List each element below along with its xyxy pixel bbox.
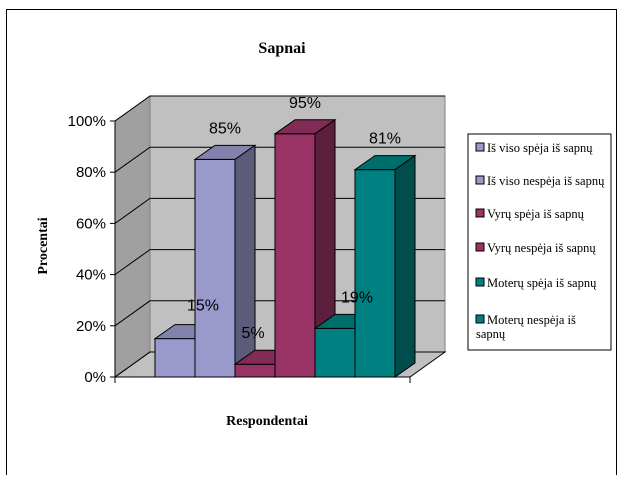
y-tick-label: 40%: [76, 267, 106, 284]
bar-front: [154, 338, 196, 378]
legend-swatch: [475, 242, 485, 252]
legend-label-cont: sapnų: [476, 327, 506, 341]
gridline: [114, 197, 445, 224]
data-label: 19%: [341, 289, 373, 306]
gridline: [114, 249, 445, 276]
bar-front: [234, 363, 276, 378]
y-tick-label: 100%: [68, 113, 106, 130]
bar: [353, 154, 417, 378]
legend-swatch: [475, 208, 485, 218]
bar-front: [314, 327, 356, 378]
bar-front: [274, 133, 316, 378]
bar-front: [354, 169, 396, 378]
bar-side: [234, 144, 256, 378]
bar: [273, 118, 337, 378]
legend-swatch: [475, 142, 485, 152]
gridline: [114, 146, 445, 173]
data-label: 5%: [241, 325, 264, 342]
gridline: [114, 300, 445, 327]
gridline: [114, 95, 445, 122]
y-axis-label: Procentai: [36, 217, 51, 274]
legend-box: [467, 133, 612, 351]
data-label: 81%: [369, 131, 401, 148]
y-tick-label: 0%: [84, 369, 106, 386]
data-label: 85%: [209, 120, 241, 137]
y-axis-ticks: 0% 20% 40% 60% 80% 100%: [68, 113, 116, 386]
data-label: 95%: [289, 95, 321, 112]
legend: Iš viso spėja iš sapnų Iš viso nespėja iš…: [467, 133, 612, 351]
chart-frame: [6, 9, 617, 475]
legend-label: Iš viso spėja iš sapnų: [487, 141, 593, 155]
side-wall: [114, 95, 151, 378]
y-tick-label: 20%: [76, 318, 106, 335]
legend-label: Vyrų nespėja iš sapnų: [487, 241, 596, 255]
y-tick-label: 60%: [76, 215, 106, 232]
x-axis-label: Respondentai: [226, 414, 308, 429]
bar: [193, 144, 257, 378]
legend-label: Vyrų spėja iš sapnų: [487, 207, 585, 221]
data-labels: 15% 85% 5% 95% 19% 81%: [187, 95, 401, 342]
legend-swatch: [475, 314, 485, 324]
legend-label: Moterų spėja iš sapnų: [487, 276, 597, 290]
bars: [153, 118, 417, 378]
y-tick-label: 80%: [76, 164, 106, 181]
data-label: 15%: [187, 298, 219, 315]
chart-title: Sapnai: [258, 40, 306, 57]
legend-label: Iš viso nespėja iš sapnų: [487, 174, 605, 188]
legend-swatch: [475, 175, 485, 185]
legend-label: Moterų nespėja iš: [487, 313, 576, 327]
legend-swatch: [475, 277, 485, 287]
bar-side: [394, 154, 416, 378]
bar-front: [194, 158, 236, 378]
